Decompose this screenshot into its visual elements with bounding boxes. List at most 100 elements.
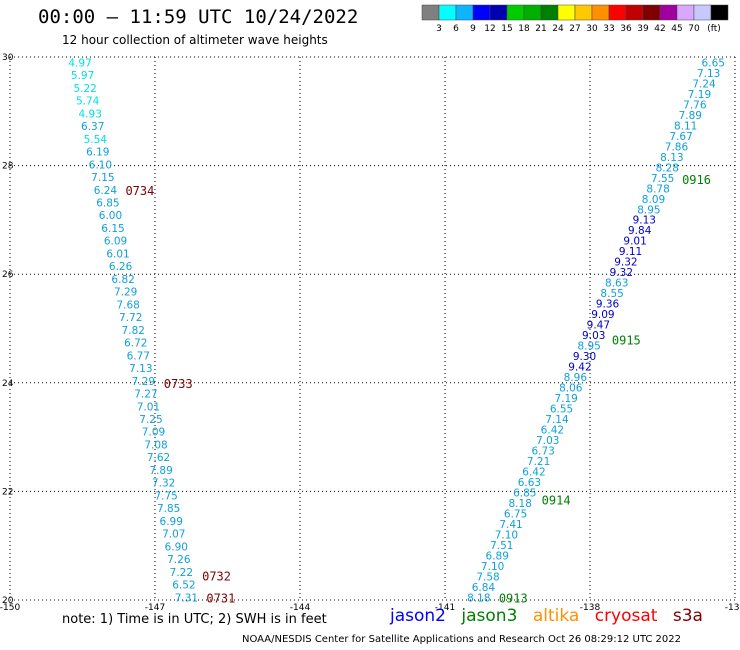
map-axes: -150 -147 -144 -141 -138 -135 20 22 24 26 28 30 [0, 53, 740, 613]
wave-height-label: 8.06 [559, 383, 583, 395]
y-tick-label: 20 [2, 596, 14, 606]
wave-height-label: 9.32 [610, 267, 633, 279]
wave-height-label: 6.42 [541, 424, 564, 436]
wave-height-label: 7.09 [142, 427, 165, 439]
wave-height-label: 9.11 [619, 246, 642, 258]
legend-altika: altika [532, 606, 580, 626]
wave-height-label: 8.95 [637, 204, 660, 216]
wave-height-label: 6.99 [160, 516, 183, 528]
colorbar-tick-label: 30 [586, 24, 598, 34]
wave-height-label: 8.09 [642, 194, 665, 206]
wave-height-label: 7.55 [651, 173, 674, 185]
wave-height-label: 6.26 [109, 261, 133, 273]
wave-height-label: 8.11 [674, 120, 697, 132]
wave-height-label: 8.18 [467, 592, 490, 604]
time-label: 0913 [499, 591, 528, 605]
time-label: 0916 [682, 173, 711, 187]
colorbar-tick-label: 33 [603, 24, 614, 34]
wave-height-label: 7.08 [144, 439, 167, 451]
wave-height-label: 5.22 [73, 83, 96, 95]
wave-height-label: 6.82 [111, 274, 134, 286]
time-label: 0914 [542, 494, 571, 508]
wave-height-label: 6.55 [550, 404, 573, 416]
wave-height-label: 7.75 [154, 490, 177, 502]
wave-height-label: 9.47 [587, 320, 610, 332]
wave-height-label: 7.22 [170, 567, 193, 579]
colorbar-tick-label: 27 [569, 24, 580, 34]
wave-height-label: 7.68 [116, 299, 139, 311]
time-label: 0733 [164, 377, 193, 391]
wave-height-label: 7.41 [499, 519, 522, 531]
colorbar-swatch [506, 4, 525, 21]
colorbar-swatch [710, 4, 729, 21]
wave-height-label: 7.31 [175, 592, 198, 604]
wave-height-label: 7.58 [476, 571, 499, 583]
wave-height-label: 7.10 [495, 529, 518, 541]
wave-height-label: 7.29 [114, 287, 137, 299]
colorbar-swatch [625, 4, 644, 21]
wave-height-label: 6.63 [518, 477, 541, 489]
wave-height-label: 6.90 [165, 541, 188, 553]
wave-height-label: 6.10 [89, 159, 112, 171]
y-tick-label: 26 [2, 270, 14, 280]
wave-height-label: 8.78 [646, 183, 669, 195]
colorbar-swatch [489, 4, 508, 21]
wave-height-label: 9.01 [623, 236, 646, 248]
time-label: 0915 [612, 333, 641, 347]
wave-height-label: 8.13 [660, 152, 683, 164]
wave-height-label: 7.67 [669, 131, 692, 143]
colorbar-tick-label: 70 [688, 24, 700, 34]
wave-height-label: 9.84 [628, 225, 652, 237]
x-tick-label: -150 [0, 603, 20, 613]
x-tick-label: -144 [290, 603, 311, 613]
wave-height-label: 9.30 [573, 351, 596, 363]
y-tick-label: 22 [2, 487, 13, 497]
wave-height-label: 7.32 [152, 478, 175, 490]
wave-height-label: 8.18 [509, 498, 532, 510]
wave-height-label: 7.13 [697, 68, 720, 80]
wave-height-label: 6.75 [504, 508, 527, 520]
wave-height-label: 7.03 [536, 435, 559, 447]
wave-height-label: 7.89 [149, 465, 172, 477]
wave-height-label: 6.52 [172, 580, 195, 592]
colorbar-swatch [574, 4, 593, 21]
wave-height-label: 4.97 [68, 57, 91, 69]
wave-height-label: 7.14 [545, 414, 569, 426]
colorbar: 3 6 9 12 15 18 21 24 27 30 33 36 39 42 45 70 (ft) [421, 4, 729, 34]
wave-height-label: 7.72 [119, 312, 142, 324]
legend-jason2: jason2 [390, 606, 446, 626]
wave-height-label: 7.19 [688, 89, 711, 101]
wave-height-label: 6.42 [522, 466, 545, 478]
credit-line: NOAA/NESDIS Center for Satellite Applica… [242, 634, 681, 645]
colorbar-swatch [676, 4, 695, 21]
colorbar-swatch [557, 4, 576, 21]
wave-height-label: 6.65 [702, 57, 725, 69]
map-grid [9, 56, 736, 601]
satellite-legend: jason2 jason3 altika cryosat s3a [390, 606, 713, 626]
colorbar-swatch [438, 4, 457, 21]
wave-height-label: 4.93 [79, 108, 102, 120]
colorbar-tick-label: 21 [535, 24, 546, 34]
wave-height-label: 9.03 [582, 330, 605, 342]
colorbar-swatch [472, 4, 491, 21]
wave-height-label: 6.85 [96, 198, 119, 210]
wave-height-label: 6.73 [531, 445, 554, 457]
footnote: note: 1) Time is in UTC; 2) SWH is in fe… [62, 612, 327, 627]
wave-height-label: 7.26 [167, 554, 191, 566]
wave-height-label: 7.24 [692, 78, 716, 90]
wave-height-label: 9.13 [633, 215, 656, 227]
time-label: 0734 [125, 184, 154, 198]
wave-height-label: 8.28 [656, 162, 679, 174]
colorbar-swatch [523, 4, 542, 21]
wave-height-label: 8.55 [600, 288, 623, 300]
wave-height-label: 6.84 [472, 582, 496, 594]
colorbar-tick-label: 15 [501, 24, 512, 34]
wave-height-label: 6.15 [101, 223, 124, 235]
wave-height-label: 7.29 [132, 376, 155, 388]
wave-height-label: 6.24 [94, 185, 118, 197]
wave-height-label: 7.89 [679, 110, 702, 122]
wave-height-label: 7.07 [162, 529, 185, 541]
colorbar-swatch [421, 4, 440, 21]
colorbar-swatch [608, 4, 627, 21]
wave-height-label: 9.32 [614, 257, 637, 269]
